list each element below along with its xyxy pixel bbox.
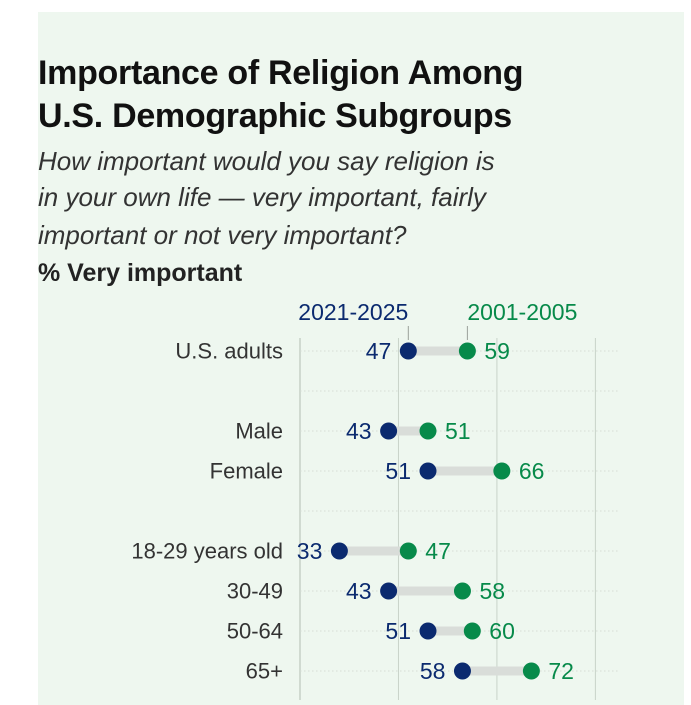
category-label: Male: [235, 419, 283, 444]
data-label-recent: 51: [385, 458, 411, 484]
point-recent: [454, 663, 471, 680]
point-recent: [420, 463, 437, 480]
data-label-recent: 43: [346, 578, 372, 604]
data-label-recent: 47: [366, 338, 392, 364]
legend-earlier: 2001-2005: [467, 299, 577, 325]
point-earlier: [464, 623, 481, 640]
point-earlier: [420, 423, 437, 440]
data-label-recent: 58: [420, 658, 446, 684]
data-label-earlier: 51: [445, 418, 471, 444]
category-label: 30-49: [227, 579, 283, 604]
point-recent: [400, 343, 417, 360]
category-label: 65+: [246, 659, 283, 684]
point-earlier: [400, 543, 417, 560]
data-label-earlier: 59: [484, 338, 510, 364]
data-label-earlier: 58: [479, 578, 505, 604]
legend-recent: 2021-2025: [298, 299, 408, 325]
category-label: Female: [210, 459, 283, 484]
point-recent: [380, 583, 397, 600]
point-earlier: [459, 343, 476, 360]
data-label-recent: 43: [346, 418, 372, 444]
category-label: 18-29 years old: [131, 539, 283, 564]
point-earlier: [523, 663, 540, 680]
point-earlier: [454, 583, 471, 600]
data-label-earlier: 60: [489, 618, 515, 644]
data-label-earlier: 47: [425, 538, 451, 564]
data-label-earlier: 66: [519, 458, 545, 484]
point-recent: [380, 423, 397, 440]
point-recent: [331, 543, 348, 560]
data-label-recent: 33: [297, 538, 323, 564]
point-earlier: [493, 463, 510, 480]
point-recent: [420, 623, 437, 640]
category-label: U.S. adults: [175, 339, 283, 364]
dumbbell-chart: 2021-2025 2001-2005 U.S. adults 47 59 Male 43 5…: [0, 0, 691, 705]
data-label-earlier: 72: [548, 658, 574, 684]
category-label: 50-64: [227, 619, 283, 644]
data-label-recent: 51: [385, 618, 411, 644]
